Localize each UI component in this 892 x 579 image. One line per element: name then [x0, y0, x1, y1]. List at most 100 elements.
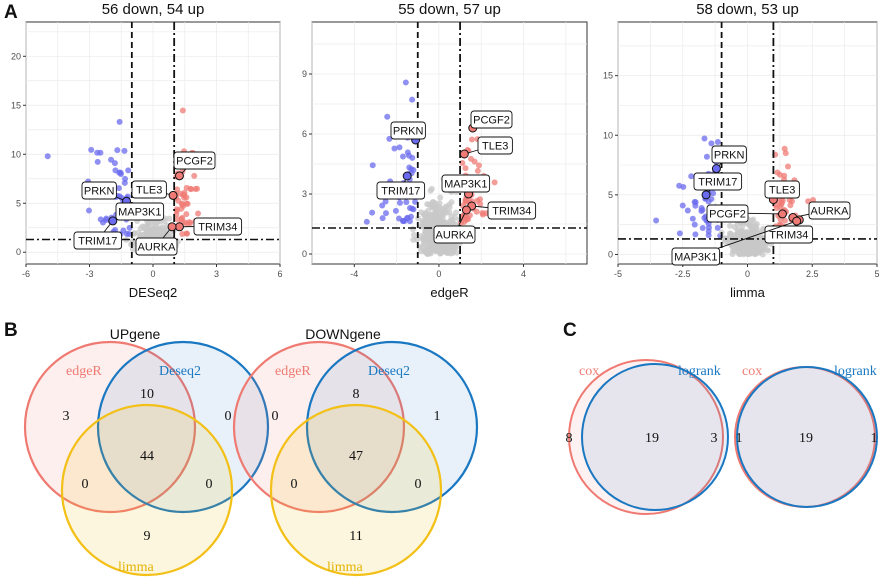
gene-label-box: [671, 247, 721, 266]
gene-label-box: [487, 201, 537, 220]
x-tick-label: 0: [436, 269, 441, 279]
venn-logrank-circle: [581, 363, 729, 511]
venn-upgene: UPgene edgeR Deseq2 limma 3 10 0 44 0 0 …: [23, 326, 270, 577]
point: [437, 194, 444, 201]
point-down: [402, 79, 409, 86]
x-tick-label: -6: [22, 269, 30, 279]
gene-label-box: [693, 172, 743, 191]
point-down: [125, 167, 132, 174]
panel-letter-a: A: [4, 2, 18, 23]
x-tick-label: -4: [350, 269, 358, 279]
gene-point: [402, 171, 412, 181]
venn-region-logrank-only: 1: [871, 431, 878, 446]
point-down: [85, 207, 92, 214]
venn-deseq2-label: Deseq2: [368, 364, 410, 379]
point: [415, 215, 422, 222]
gene-label-box: [808, 201, 851, 220]
y-tick-label: 5: [608, 190, 613, 200]
volcano-deseq2: 56 down, 54 up -6 -3 0 3 6 0 5 10 15 20 DESeq2 PCGF2…: [11, 1, 283, 300]
point-down: [114, 147, 121, 154]
gene-label: TRIM34: [198, 222, 237, 234]
gene-label-box: [706, 204, 749, 223]
gene-label: MAP3K1: [118, 207, 161, 219]
venn-region-deseq2-limma: 0: [415, 477, 422, 492]
venn-edger-circle: [23, 340, 197, 514]
point-up: [179, 191, 186, 198]
venn-region-edger-deseq2: 10: [140, 387, 154, 402]
point: [433, 243, 440, 250]
point-down: [116, 118, 123, 125]
x-axis-label: DESeq2: [129, 285, 177, 300]
point-up: [781, 145, 788, 152]
gene-label-box: [173, 151, 216, 170]
point: [424, 231, 431, 238]
point-up: [474, 167, 481, 174]
point-up: [786, 197, 793, 204]
point-down: [391, 145, 398, 152]
point-down: [692, 231, 699, 238]
point: [166, 215, 173, 222]
venn-cox-label: cox: [742, 364, 762, 379]
point: [440, 211, 447, 218]
point: [438, 205, 445, 212]
y-tick-label: 6: [302, 129, 307, 139]
point: [144, 229, 151, 236]
point-up: [784, 163, 791, 170]
gene-label-box: [711, 145, 747, 164]
point-down: [698, 204, 705, 211]
point: [430, 221, 437, 228]
venn-downgene-title: DOWNgene: [305, 326, 381, 342]
gene-label-box: [390, 121, 426, 140]
point-up: [781, 217, 788, 224]
venn-limma-label: limma: [327, 560, 364, 575]
venn-region-edger-limma: 0: [82, 477, 89, 492]
point-up: [178, 205, 185, 212]
point-down: [703, 153, 710, 160]
point: [748, 250, 755, 257]
point-down: [676, 182, 683, 189]
gene-label: TRIM34: [492, 206, 531, 218]
x-tick-label: -3: [85, 269, 93, 279]
point: [749, 236, 756, 243]
point-down: [97, 149, 104, 156]
point-up: [479, 209, 486, 216]
venn-edger-label: edgeR: [275, 364, 311, 379]
x-tick-label: 4: [521, 269, 526, 279]
point-up: [468, 136, 475, 143]
point-up: [183, 211, 190, 218]
point: [428, 185, 435, 192]
point: [750, 216, 757, 223]
venn-region-limma-only: 9: [144, 529, 151, 544]
venn-edger-circle: [232, 340, 406, 514]
point: [152, 223, 159, 230]
point: [450, 248, 457, 255]
gene-point: [461, 205, 471, 215]
point-down: [94, 158, 101, 165]
point-up: [178, 215, 185, 222]
volcano-title: 56 down, 54 up: [102, 1, 205, 18]
point-down: [676, 230, 683, 237]
point-up: [178, 200, 185, 207]
y-tick-label: 10: [11, 149, 21, 159]
point-down: [409, 154, 416, 161]
gene-label-box: [115, 202, 165, 221]
point-down: [688, 173, 695, 180]
point-down: [410, 167, 417, 174]
point: [432, 205, 439, 212]
point-down: [710, 190, 717, 197]
point: [748, 221, 755, 228]
point-up: [183, 230, 190, 237]
point: [452, 209, 459, 216]
y-tick-label: 0: [608, 249, 613, 259]
point-up: [191, 172, 198, 179]
venn-logrank-label: logrank: [678, 364, 721, 379]
point: [734, 233, 741, 240]
point: [743, 246, 750, 253]
point-down: [382, 198, 389, 205]
point-down: [714, 224, 721, 231]
y-tick-label: 15: [603, 71, 613, 81]
point: [409, 226, 416, 233]
point-up: [463, 214, 470, 221]
point-up: [195, 210, 202, 217]
point-up: [184, 200, 191, 207]
